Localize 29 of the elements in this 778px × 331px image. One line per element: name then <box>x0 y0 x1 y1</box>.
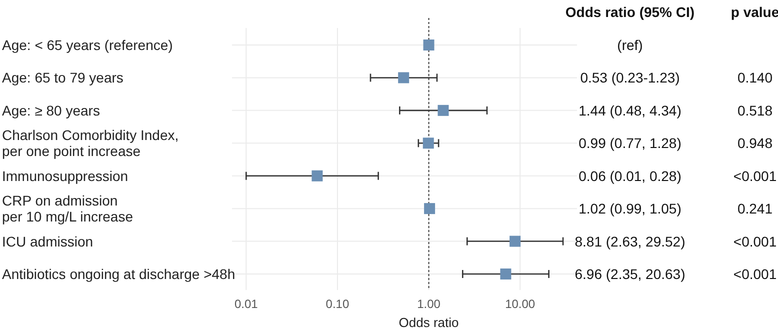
y-tick-label: Age: < 65 years (reference) <box>2 37 173 53</box>
text: 0.948 <box>737 135 773 152</box>
x-tick-label: 0.01 <box>234 297 258 311</box>
x-tick-label: 1.00 <box>417 297 441 311</box>
x-axis-title: Odds ratio <box>398 315 459 330</box>
annotation: 6.96 (2.35, 20.63) <box>574 266 686 282</box>
text: 0.140 <box>737 70 773 86</box>
text: 0.241 <box>737 200 773 217</box>
y-tick-label: Age: 65 to 79 years <box>2 70 124 86</box>
x-tick-label: 10.00 <box>505 297 536 311</box>
annotation: 8.81 (2.63, 29.52) <box>574 233 686 250</box>
text: 0.53 (0.23-1.23) <box>580 70 680 86</box>
text: <0.001 <box>733 168 777 184</box>
text: 0.518 <box>737 102 773 118</box>
text: 1.02 (0.99, 1.05) <box>578 200 682 217</box>
y-tick-label: Charlson Comorbidity Index, per one point increase <box>2 127 179 160</box>
text: <0.001 <box>733 266 777 282</box>
text: 1.44 (0.48, 4.34) <box>578 102 682 118</box>
y-tick-label: Antibiotics ongoing at discharge >48h <box>2 266 236 282</box>
text: Odds ratio (95% CI) <box>565 4 695 20</box>
y-tick-label: CRP on admission per 10 mg/L increase <box>2 192 134 225</box>
text: 0.06 (0.01, 0.28) <box>578 168 682 184</box>
x-tick-label: 0.10 <box>326 297 350 311</box>
y-tick-label: ICU admission <box>2 233 94 250</box>
y-tick-label: Immunosuppression <box>2 168 128 184</box>
text: (ref) <box>617 37 643 53</box>
text: <0.001 <box>733 233 777 250</box>
y-tick-label: Age: ≥ 80 years <box>2 102 100 118</box>
text: 0.99 (0.77, 1.28) <box>578 135 682 152</box>
